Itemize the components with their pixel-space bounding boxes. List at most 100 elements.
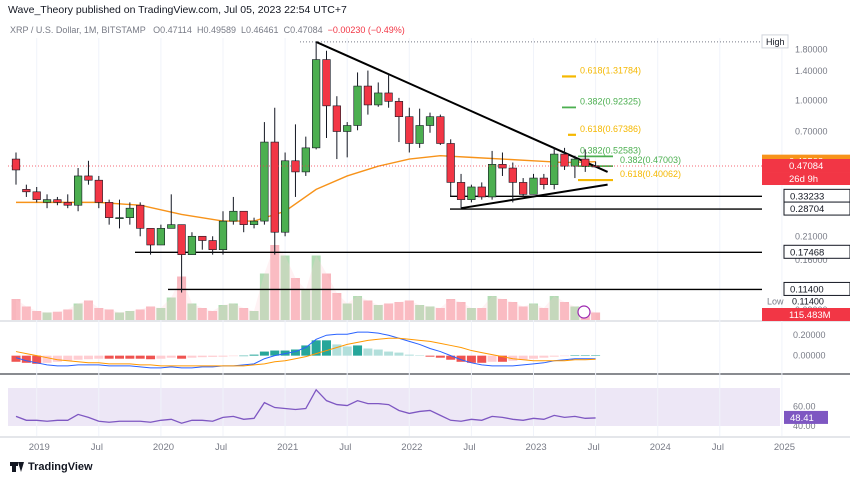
macd-axis-tick: 0.20000 xyxy=(793,330,826,340)
macd-histogram-bar xyxy=(146,355,156,360)
low-label: Low xyxy=(767,296,784,306)
volume-bar xyxy=(322,273,331,320)
candle-body xyxy=(312,59,321,149)
macd-histogram-bar xyxy=(497,355,507,362)
volume-bar xyxy=(311,255,321,320)
time-axis-tick: 2024 xyxy=(650,442,671,453)
time-axis-tick: 2020 xyxy=(153,442,174,453)
macd-histogram-bar xyxy=(208,355,218,357)
volume-tag: 115.483M xyxy=(789,310,831,321)
candle-body xyxy=(415,125,424,144)
volume-bar xyxy=(466,308,476,320)
macd-histogram-bar xyxy=(332,344,342,356)
volume-bar xyxy=(42,312,52,320)
tradingview-logo-icon xyxy=(10,462,24,472)
lightning-icon xyxy=(577,305,591,319)
trendline xyxy=(460,183,608,210)
level-tag: 0.17468 xyxy=(790,247,824,258)
macd-histogram-bar xyxy=(466,355,476,363)
volume-bar xyxy=(104,309,114,320)
volume-bar xyxy=(342,303,352,320)
candle-body xyxy=(249,220,259,225)
volume-bar xyxy=(539,308,549,320)
macd-histogram-bar xyxy=(63,355,73,361)
volume-bar xyxy=(415,305,425,320)
volume-bar xyxy=(239,308,249,320)
volume-bar xyxy=(125,311,135,320)
low-value: 0.11400 xyxy=(792,296,824,306)
macd-histogram-bar xyxy=(290,349,300,356)
time-axis-tick: 2022 xyxy=(401,442,422,453)
volume-bar xyxy=(404,300,414,320)
volume-bar xyxy=(487,296,497,320)
time-axis-tick: Jul xyxy=(588,442,600,453)
countdown-tag: 26d 9h xyxy=(789,174,818,185)
candle-body xyxy=(394,101,404,117)
candle-body xyxy=(84,175,93,181)
volume-bar xyxy=(549,296,559,320)
candle-body xyxy=(343,125,352,132)
volume-area xyxy=(16,245,596,320)
macd-histogram-bar xyxy=(280,350,290,356)
candle-body xyxy=(105,202,114,218)
candle-body xyxy=(498,164,507,169)
macd-histogram-bar xyxy=(32,355,42,364)
macd-histogram-bar xyxy=(570,355,580,356)
macd-histogram-bar xyxy=(560,355,570,357)
candle-body xyxy=(208,240,217,250)
macd-histogram-bar xyxy=(156,355,166,359)
last-price-tag: 0.47084 xyxy=(789,161,823,172)
candle-body xyxy=(436,116,445,144)
candle-body xyxy=(322,59,331,107)
candle-body xyxy=(529,177,538,195)
trendline xyxy=(315,40,609,173)
macd-histogram-bar xyxy=(322,340,331,356)
volume-bar xyxy=(208,311,218,320)
macd-histogram-bar xyxy=(21,355,31,363)
candle-body xyxy=(508,167,517,183)
macd-histogram-bar xyxy=(549,355,559,357)
macd-histogram-bar xyxy=(311,340,321,356)
footer-brand[interactable]: TradingView xyxy=(10,461,93,473)
candle-body xyxy=(467,186,476,200)
candle-body xyxy=(301,147,310,173)
candle-body xyxy=(291,160,300,173)
macd-histogram-bar xyxy=(187,355,197,358)
ohlc-change-label: −0.00230 (−0.49%) xyxy=(327,25,405,35)
volume-bar xyxy=(560,302,570,320)
macd-histogram-bar xyxy=(415,355,425,356)
candle-body xyxy=(591,165,600,168)
candle-body xyxy=(125,207,134,218)
candle-body xyxy=(374,92,383,106)
macd-histogram-bar xyxy=(94,355,104,359)
volume-bar xyxy=(63,309,73,320)
fib-level-label: 0.382(0.92325) xyxy=(580,96,641,106)
volume-bar xyxy=(477,308,487,320)
volume-bar xyxy=(435,308,445,320)
level-tag: 0.28704 xyxy=(790,204,824,215)
time-axis-tick: Jul xyxy=(215,442,227,453)
ohlc-high-label: H0.49589 xyxy=(196,25,236,35)
volume-bar xyxy=(83,300,93,320)
volume-bar xyxy=(529,303,538,320)
macd-histogram-bar xyxy=(177,355,187,359)
volume-bar xyxy=(394,302,404,320)
macd-histogram-bar xyxy=(228,355,238,357)
macd-histogram-bar xyxy=(239,355,249,357)
last-price-tag-bg xyxy=(762,159,850,173)
price-axis-tick: 0.21000 xyxy=(795,231,828,241)
ohlc-low-label: L0.46461 xyxy=(241,25,279,35)
volume-bar xyxy=(497,299,507,320)
macd-histogram-bar xyxy=(301,345,311,356)
rsi-axis-tick: 60.00 xyxy=(793,402,816,412)
macd-histogram-bar xyxy=(539,355,549,358)
volume-bar xyxy=(73,303,83,320)
candle-body xyxy=(456,182,466,200)
macd-histogram-bar xyxy=(125,355,135,359)
fib-level-label: 0.382(0.47003) xyxy=(620,155,681,165)
volume-bar xyxy=(228,303,238,320)
volume-tag-bg xyxy=(762,308,850,321)
candle-body xyxy=(136,204,145,229)
candle-body xyxy=(32,191,41,200)
